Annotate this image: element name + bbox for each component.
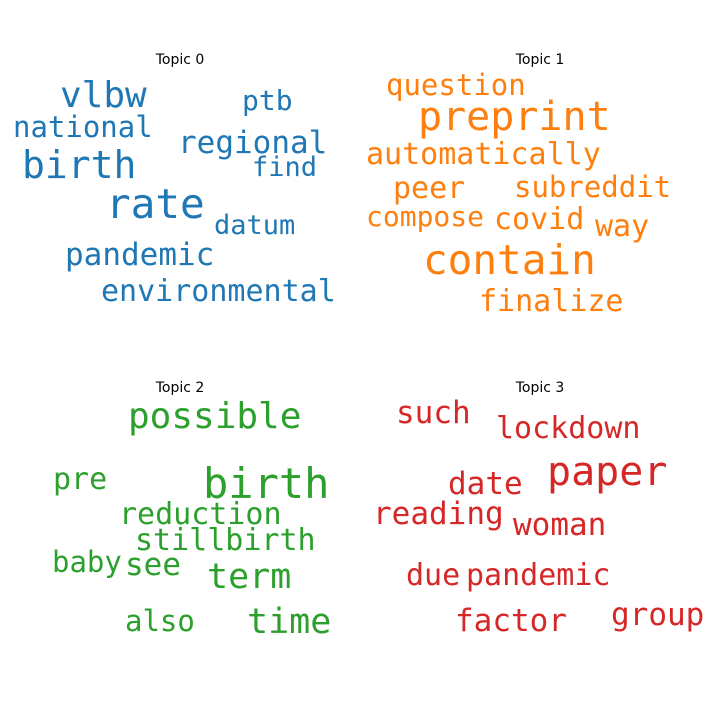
word-rate: rate (106, 180, 205, 228)
word-regional: regional (178, 125, 328, 161)
word-ptb: ptb (242, 84, 293, 117)
word-paper: paper (547, 449, 668, 495)
word-environmental: environmental (101, 274, 336, 309)
word-subreddit: subreddit (514, 170, 672, 204)
word-woman: woman (513, 507, 607, 543)
word-see: see (125, 547, 181, 583)
word-contain: contain (423, 236, 596, 284)
word-such: such (396, 395, 471, 431)
word-way: way (595, 209, 650, 244)
word-stillbirth: stillbirth (135, 523, 316, 558)
topic-3-title: Topic 3 (515, 380, 565, 396)
word-baby: baby (52, 545, 122, 579)
word-birth-2: birth (203, 459, 330, 508)
topic-3-wordcloud: Topic 3 such lockdown paper date reading… (360, 328, 720, 688)
word-pandemic: pandemic (65, 237, 215, 273)
topic-0-title: Topic 0 (155, 52, 205, 68)
topic-2-title: Topic 2 (155, 380, 205, 396)
word-due: due (406, 558, 461, 593)
word-question: question (386, 68, 526, 102)
word-peer: peer (393, 171, 466, 206)
word-also: also (125, 604, 195, 638)
word-reading: reading (373, 496, 504, 532)
word-birth: birth (22, 143, 137, 187)
word-preprint: preprint (418, 94, 611, 140)
word-pre: pre (53, 462, 108, 497)
word-pandemic-2: pandemic (466, 558, 611, 593)
word-time: time (247, 602, 332, 642)
word-national: national (13, 110, 153, 144)
word-covid: covid (494, 202, 585, 237)
topic-2-wordcloud: Topic 2 possible pre birth reduction sti… (0, 328, 360, 688)
word-factor: factor (455, 603, 567, 639)
word-date: date (448, 466, 523, 502)
word-lockdown: lockdown (496, 411, 641, 446)
word-automatically: automatically (366, 137, 601, 172)
word-reduction: reduction (119, 497, 282, 532)
topic-1-title: Topic 1 (515, 52, 565, 68)
word-vlbw: vlbw (60, 75, 147, 116)
word-find: find (252, 152, 318, 183)
word-possible: possible (128, 396, 302, 437)
topic-1-wordcloud: Topic 1 question preprint automatically … (360, 0, 720, 360)
topic-0-wordcloud: Topic 0 vlbw ptb national regional birth… (0, 0, 360, 360)
word-finalize: finalize (479, 284, 624, 319)
word-term: term (207, 557, 292, 597)
word-compose: compose (366, 200, 485, 233)
word-datum: datum (214, 210, 296, 241)
word-group: group (611, 597, 705, 633)
